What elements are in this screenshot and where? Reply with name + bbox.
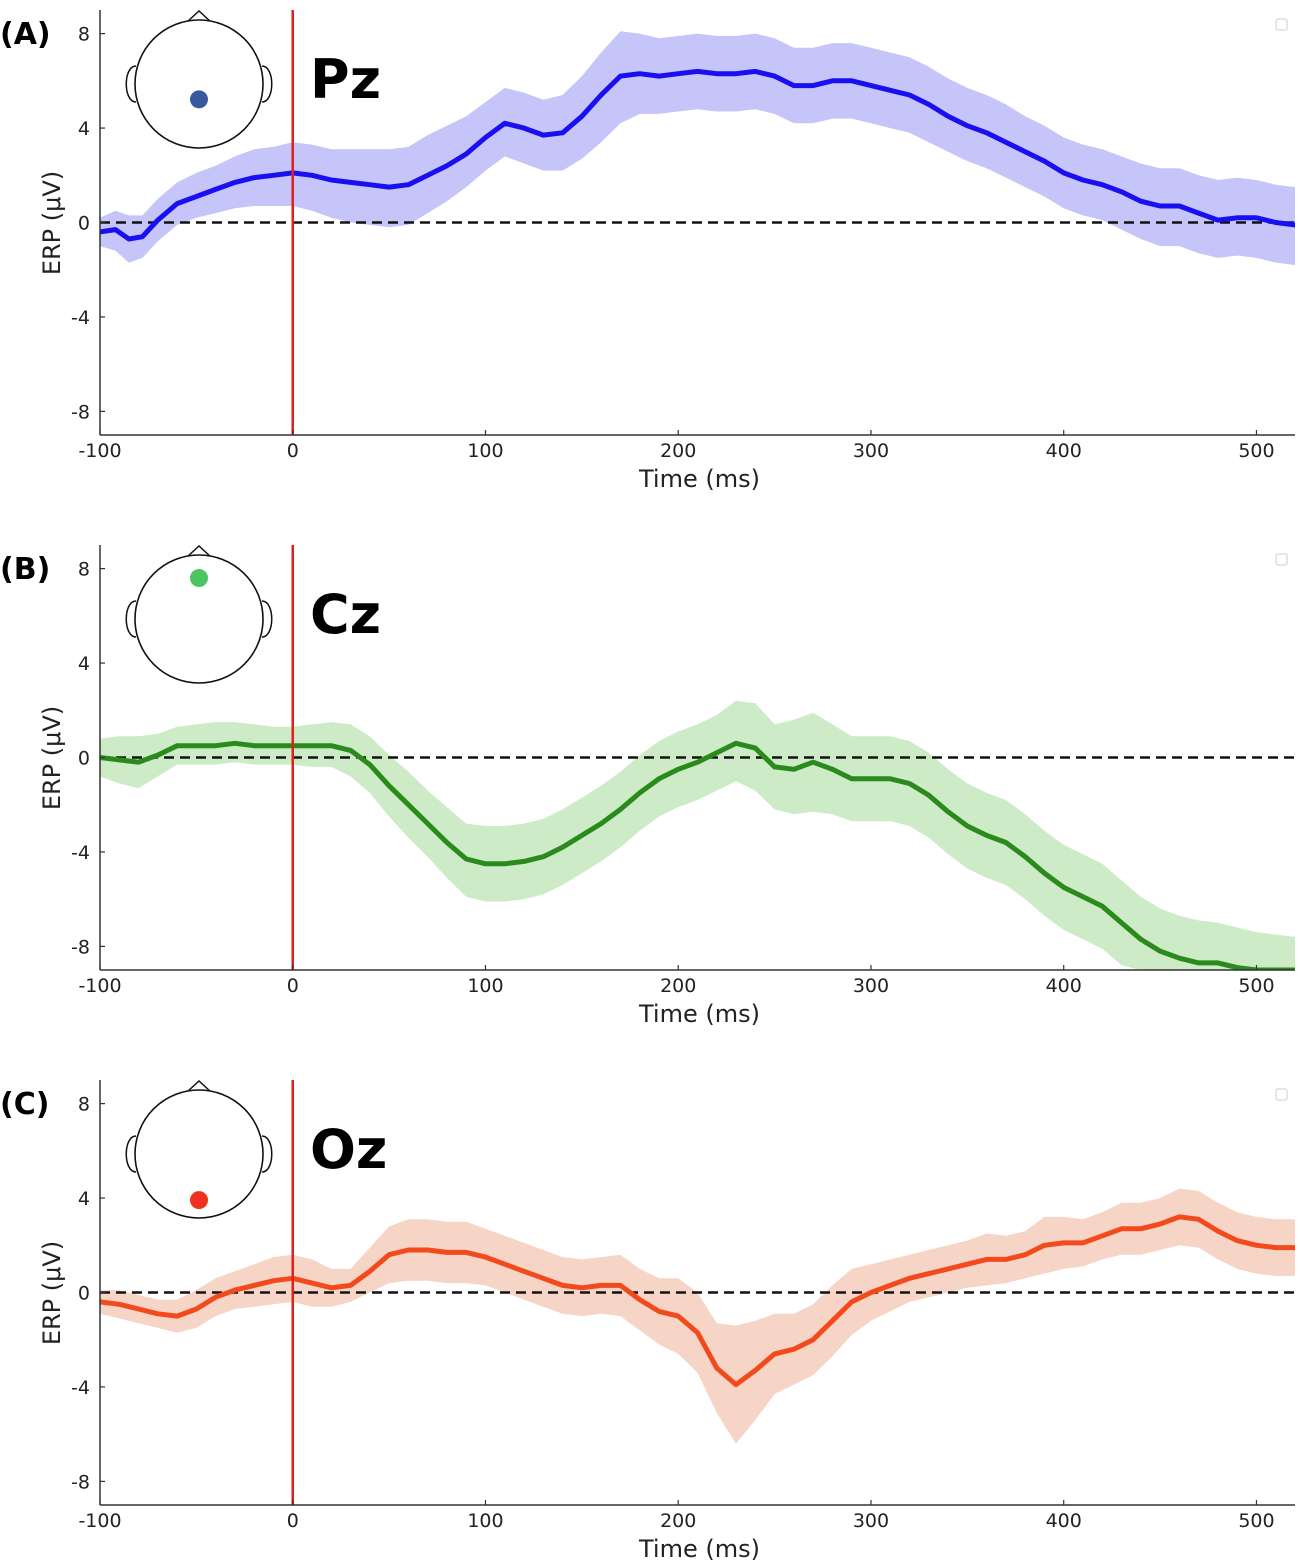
confidence-band xyxy=(100,31,1295,265)
head-schematic xyxy=(125,544,273,684)
confidence-band xyxy=(100,1188,1295,1444)
left-ear-outline xyxy=(125,1135,137,1173)
y-axis-label: ERP (μV) xyxy=(38,1241,66,1345)
x-tick-label: 400 xyxy=(1046,440,1082,462)
electrode-label: Cz xyxy=(310,583,381,646)
panel-b: -100 0 100 200 300 400 500 8 4 0 -4 -8 Time (ms) ERP … xyxy=(0,544,1295,1028)
electrode-label: Pz xyxy=(310,48,381,111)
y-tick-label: 8 xyxy=(78,1094,90,1116)
y-tick-label: 8 xyxy=(78,24,90,46)
y-tick-label: -4 xyxy=(71,307,90,329)
x-tick-label: 100 xyxy=(467,975,503,997)
panel-letter: (C) xyxy=(0,1087,49,1122)
legend-placeholder xyxy=(1275,553,1288,566)
electrode-label: Oz xyxy=(310,1118,387,1181)
x-tick-label: 100 xyxy=(467,1510,503,1532)
electrode-marker xyxy=(190,1191,208,1210)
y-tick-label: 0 xyxy=(78,213,90,235)
left-ear-outline xyxy=(125,600,137,638)
x-tick-label: 400 xyxy=(1046,1510,1082,1532)
x-tick-label: 100 xyxy=(467,440,503,462)
head-outline xyxy=(134,1089,264,1219)
head-outline xyxy=(134,554,264,684)
x-tick-label: 300 xyxy=(853,975,889,997)
electrode-marker xyxy=(190,569,208,588)
y-tick-label: -8 xyxy=(71,936,90,958)
x-tick-label: 500 xyxy=(1238,1510,1274,1532)
x-axis-label: Time (ms) xyxy=(638,1535,760,1563)
y-tick-label: 8 xyxy=(78,559,90,581)
x-tick-label: 400 xyxy=(1046,975,1082,997)
head-outline xyxy=(134,19,264,149)
panel-letter: (A) xyxy=(0,17,51,52)
confidence-band xyxy=(100,700,1295,970)
y-tick-label: 0 xyxy=(78,748,90,770)
x-tick-label: -100 xyxy=(78,440,121,462)
x-tick-label: 300 xyxy=(853,1510,889,1532)
panel-letter: (B) xyxy=(0,552,50,587)
nose-outline xyxy=(186,1079,212,1093)
head-schematic xyxy=(125,1079,273,1219)
y-tick-label: -8 xyxy=(71,1471,90,1493)
x-tick-label: 200 xyxy=(660,975,696,997)
x-tick-label: 500 xyxy=(1238,440,1274,462)
y-tick-label: -4 xyxy=(71,1377,90,1399)
y-tick-label: 4 xyxy=(78,118,90,140)
right-ear-outline xyxy=(261,1135,273,1173)
legend-placeholder xyxy=(1275,18,1288,31)
erp-mean-line xyxy=(100,68,1295,242)
panel-a: -100 0 100 200 300 400 500 8 4 0 -4 -8 Time (ms) ERP … xyxy=(0,9,1295,493)
x-tick-label: 500 xyxy=(1238,975,1274,997)
erp-mean-line xyxy=(100,1214,1295,1388)
electrode-marker xyxy=(190,90,208,109)
y-axis-label: ERP (μV) xyxy=(38,706,66,810)
right-ear-outline xyxy=(261,65,273,103)
y-tick-label: -8 xyxy=(71,401,90,423)
y-axis-label: ERP (μV) xyxy=(38,171,66,275)
head-schematic xyxy=(125,9,273,149)
erp-mean-line xyxy=(100,740,1295,970)
y-tick-label: 4 xyxy=(78,1188,90,1210)
x-tick-label: 0 xyxy=(287,440,299,462)
left-ear-outline xyxy=(125,65,137,103)
x-axis-label: Time (ms) xyxy=(638,1000,760,1028)
y-tick-label: 0 xyxy=(78,1283,90,1305)
y-tick-label: 4 xyxy=(78,653,90,675)
panel-c: -100 0 100 200 300 400 500 8 4 0 -4 -8 Time (ms) ERP … xyxy=(0,1079,1295,1563)
x-axis-label: Time (ms) xyxy=(638,465,760,493)
x-tick-label: 0 xyxy=(287,1510,299,1532)
x-tick-label: 200 xyxy=(660,1510,696,1532)
x-tick-label: 200 xyxy=(660,440,696,462)
x-tick-label: -100 xyxy=(78,1510,121,1532)
right-ear-outline xyxy=(261,600,273,638)
nose-outline xyxy=(186,9,212,23)
y-tick-label: -4 xyxy=(71,842,90,864)
x-tick-label: 0 xyxy=(287,975,299,997)
legend-placeholder xyxy=(1275,1088,1288,1101)
nose-outline xyxy=(186,544,212,558)
x-tick-label: -100 xyxy=(78,975,121,997)
x-tick-label: 300 xyxy=(853,440,889,462)
